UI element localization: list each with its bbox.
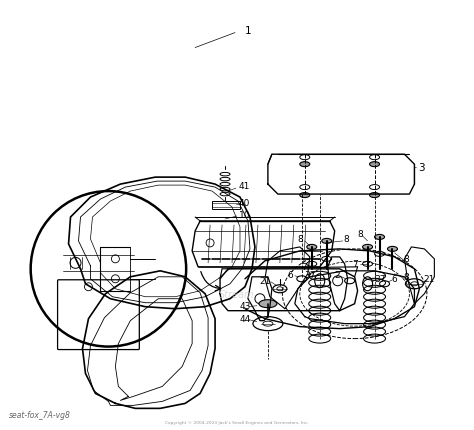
Text: 10: 10	[239, 210, 251, 219]
Text: 8: 8	[358, 230, 364, 239]
Ellipse shape	[307, 245, 317, 250]
Text: 7: 7	[301, 263, 307, 272]
Text: 41: 41	[238, 181, 250, 190]
Ellipse shape	[363, 245, 373, 250]
Ellipse shape	[370, 162, 380, 167]
Text: 6: 6	[392, 275, 397, 284]
Text: Copyright © 2004-2023 Jack's Small Engines and Generators, Inc.: Copyright © 2004-2023 Jack's Small Engin…	[165, 421, 309, 424]
Text: 2: 2	[334, 270, 339, 280]
Text: 1: 1	[245, 25, 251, 36]
Text: 3: 3	[418, 163, 425, 173]
Ellipse shape	[259, 300, 277, 308]
Text: 21: 21	[259, 276, 271, 286]
Text: 43: 43	[239, 301, 251, 310]
Ellipse shape	[370, 193, 380, 198]
Text: 8: 8	[344, 235, 349, 244]
Bar	[212, 202, 240, 209]
Ellipse shape	[374, 235, 384, 240]
Ellipse shape	[300, 162, 310, 167]
Text: seat-fox_7A-vg8: seat-fox_7A-vg8	[9, 410, 71, 419]
Text: 8: 8	[403, 273, 410, 282]
Text: Stream: Stream	[219, 289, 255, 299]
Ellipse shape	[300, 193, 310, 198]
Text: 44: 44	[239, 314, 251, 323]
Text: 37: 37	[374, 275, 385, 284]
Text: 8: 8	[403, 255, 410, 264]
Text: 7: 7	[352, 260, 357, 269]
Ellipse shape	[388, 247, 398, 252]
Ellipse shape	[322, 239, 332, 244]
Text: 21: 21	[424, 275, 435, 284]
Text: 8: 8	[297, 235, 303, 244]
Text: 40: 40	[238, 198, 250, 207]
Text: 37: 37	[304, 270, 316, 280]
Text: 6: 6	[287, 270, 293, 280]
